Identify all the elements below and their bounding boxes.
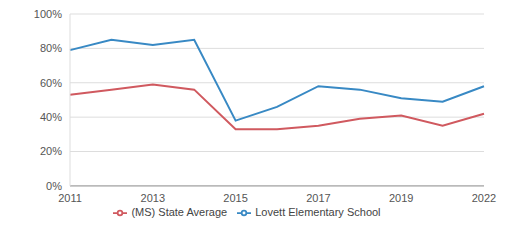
svg-text:2022: 2022 <box>472 192 496 204</box>
svg-text:80%: 80% <box>40 42 62 54</box>
svg-text:0%: 0% <box>46 180 62 192</box>
svg-text:2019: 2019 <box>389 192 413 204</box>
svg-text:2015: 2015 <box>223 192 247 204</box>
svg-text:2011: 2011 <box>58 192 82 204</box>
svg-text:20%: 20% <box>40 145 62 157</box>
svg-text:60%: 60% <box>40 77 62 89</box>
html-text:(MS) State Average: (MS) State Average <box>131 205 228 218</box>
svg-text:100%: 100% <box>34 8 62 20</box>
svg-text:2017: 2017 <box>306 192 330 204</box>
svg-text:40%: 40% <box>40 111 62 123</box>
html-text:Lovett Elementary School: Lovett Elementary School <box>255 205 381 218</box>
svg-text:2013: 2013 <box>141 192 165 204</box>
